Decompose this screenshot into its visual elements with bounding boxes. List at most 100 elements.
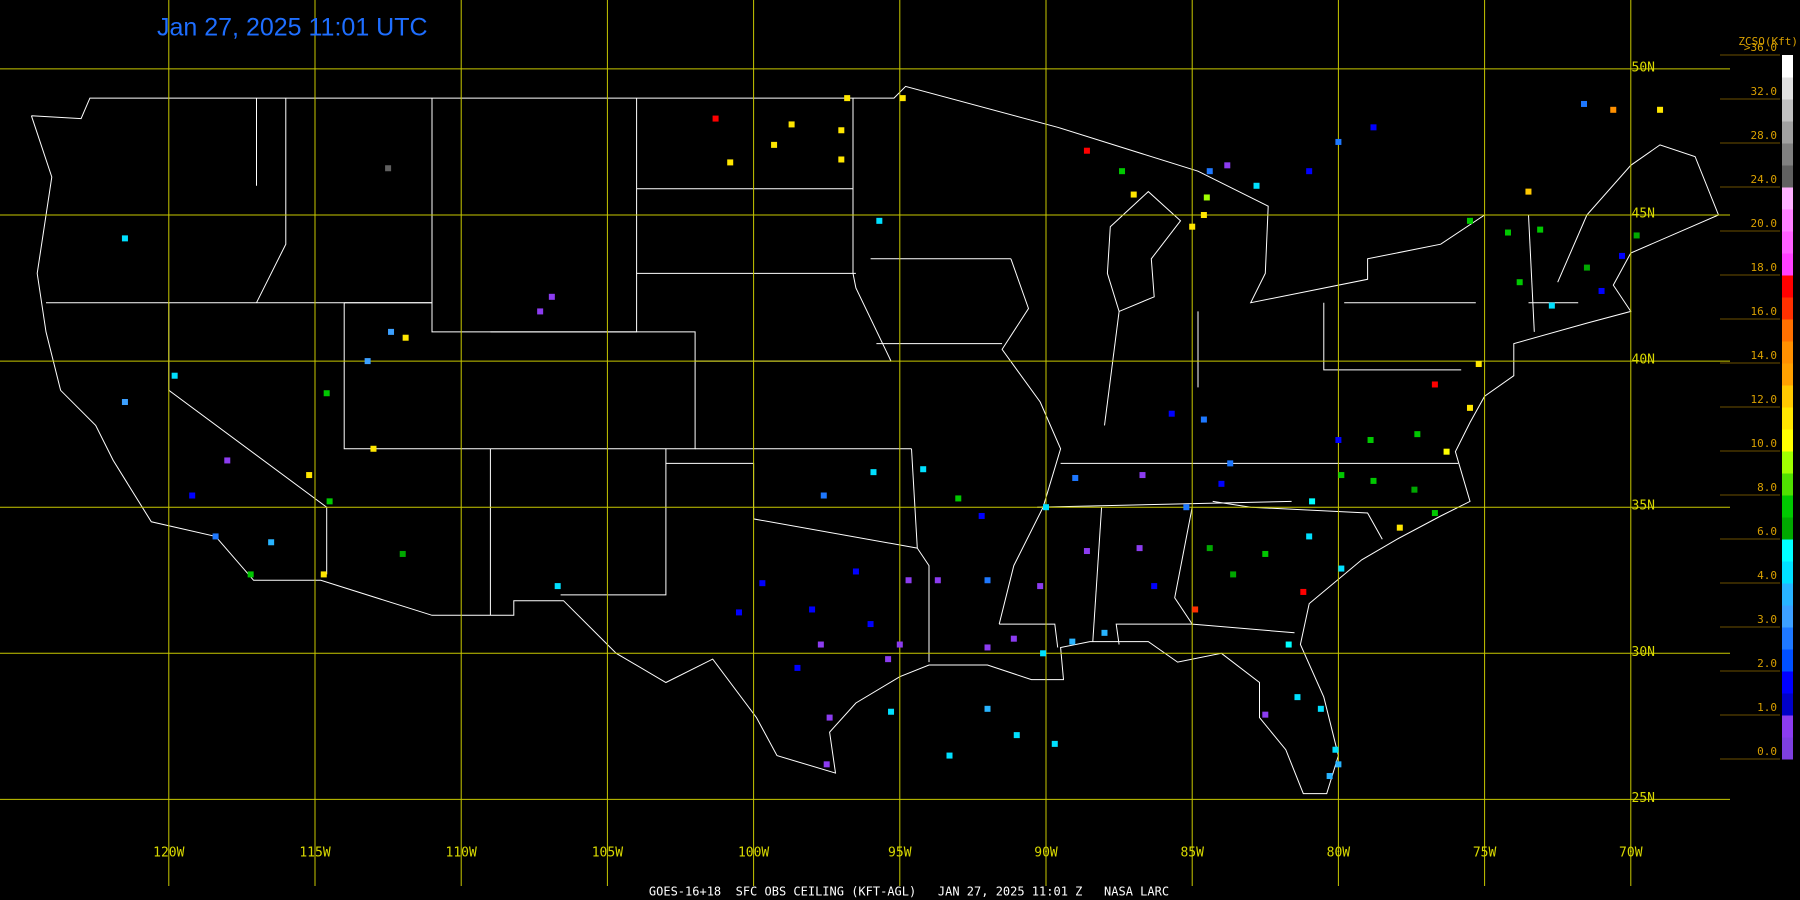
station-obs	[388, 328, 395, 335]
colorbar-box	[1782, 517, 1793, 540]
station-obs	[212, 533, 219, 540]
station-obs	[268, 539, 275, 546]
station-obs	[1043, 504, 1049, 511]
station-obs	[905, 577, 912, 584]
station-obs	[1101, 629, 1108, 636]
station-obs	[1317, 705, 1324, 712]
station-obs	[888, 708, 895, 715]
station-obs	[1083, 548, 1090, 555]
state-border	[1528, 214, 1535, 332]
station-obs	[402, 334, 409, 341]
longitude-label: 120W	[153, 846, 184, 861]
colorbar-box	[1782, 231, 1793, 254]
state-border	[1106, 190, 1182, 312]
station-obs	[1294, 694, 1301, 701]
station-obs	[735, 609, 742, 616]
station-obs	[1139, 472, 1146, 479]
station-obs	[934, 577, 941, 584]
country-border	[30, 85, 1720, 795]
colorbar-box	[1782, 77, 1793, 100]
station-obs	[1218, 480, 1225, 487]
colorbar-box	[1782, 715, 1793, 738]
station-obs	[1200, 212, 1207, 218]
station-obs	[809, 606, 816, 613]
station-obs	[1253, 182, 1260, 189]
station-obs	[1466, 217, 1473, 224]
station-obs	[1285, 641, 1292, 648]
graticule: 50N 45N 40N 35N 30N 25N 120W 115W 110W 105W 100W 95…	[0, 0, 1730, 886]
colorbar-label: 20.0	[1751, 217, 1778, 230]
station-obs	[1598, 287, 1605, 294]
station-obs	[1504, 229, 1511, 236]
colorbar-box	[1782, 737, 1793, 760]
station-obs	[1262, 550, 1269, 557]
state-border	[911, 448, 930, 663]
colorbar-label: 3.0	[1757, 613, 1777, 626]
colorbar-label: 16.0	[1751, 305, 1778, 318]
colorbar-label: 18.0	[1751, 261, 1778, 274]
colorbar-box	[1782, 627, 1793, 650]
station-obs	[1309, 498, 1316, 505]
colorbar-box	[1782, 583, 1793, 606]
station-obs	[1206, 168, 1213, 175]
station-obs	[1414, 431, 1421, 438]
state-border	[999, 623, 1059, 648]
colorbar-box	[1782, 275, 1793, 298]
station-obs	[1136, 545, 1143, 552]
state-border	[560, 448, 667, 596]
colorbar-box	[1782, 319, 1793, 342]
station-obs	[838, 127, 845, 134]
colorbar-box	[1782, 341, 1793, 364]
colorbar-box	[1782, 121, 1793, 144]
station-obs	[820, 492, 827, 499]
station-obs	[554, 583, 561, 590]
station-obs	[1189, 223, 1196, 230]
station-obs	[171, 372, 178, 379]
station-obs	[727, 159, 734, 166]
colorbar-box	[1782, 693, 1793, 716]
station-obs	[1610, 106, 1617, 113]
station-obs	[1338, 472, 1345, 479]
station-obs	[844, 95, 851, 102]
station-obs	[1537, 226, 1544, 233]
footer-caption: GOES-16+18 SFC OBS CEILING (KFT-AGL) JAN…	[649, 885, 1169, 899]
colorbar-title: ZCSO(Kft)	[1738, 35, 1798, 48]
state-border	[343, 302, 491, 450]
colorbar: ZCSO(Kft) 0.0 1.0 2.0 3.0 4.0 6.0 8.0 10.0 12.0 14…	[1720, 35, 1798, 760]
colorbar-label: >36.0	[1744, 41, 1777, 54]
state-border	[852, 98, 892, 362]
station-obs	[1335, 436, 1342, 443]
station-obs	[1335, 138, 1342, 145]
station-obs	[1370, 477, 1377, 484]
station-obs	[920, 466, 927, 473]
colorbar-box	[1782, 561, 1793, 584]
station-obs	[1192, 606, 1199, 613]
colorbar-box	[1782, 407, 1793, 430]
colorbar-box	[1782, 429, 1793, 452]
colorbar-label: 0.0	[1757, 745, 1777, 758]
station-obs	[794, 664, 801, 671]
latitude-label: 30N	[1632, 645, 1655, 660]
station-obs	[788, 121, 795, 128]
colorbar-box	[1782, 605, 1793, 628]
state-border	[256, 98, 287, 303]
station-obs	[1168, 410, 1175, 417]
station-obs	[984, 644, 991, 651]
station-obs	[1300, 588, 1307, 595]
colorbar-label: 32.0	[1751, 85, 1778, 98]
colorbar-label: 14.0	[1751, 349, 1778, 362]
station-obs	[1072, 474, 1079, 481]
station-obs	[1525, 188, 1532, 195]
station-obs	[1051, 740, 1058, 747]
colorbar-box	[1782, 495, 1793, 518]
station-obs	[1411, 486, 1418, 493]
station-obs	[1516, 279, 1523, 286]
station-obs	[978, 512, 985, 519]
station-obs	[1633, 232, 1640, 239]
longitude-label: 95W	[888, 846, 912, 861]
station-obs	[1183, 504, 1190, 511]
state-border	[1212, 500, 1383, 540]
station-obs	[712, 115, 719, 122]
station-obs	[1443, 448, 1450, 455]
